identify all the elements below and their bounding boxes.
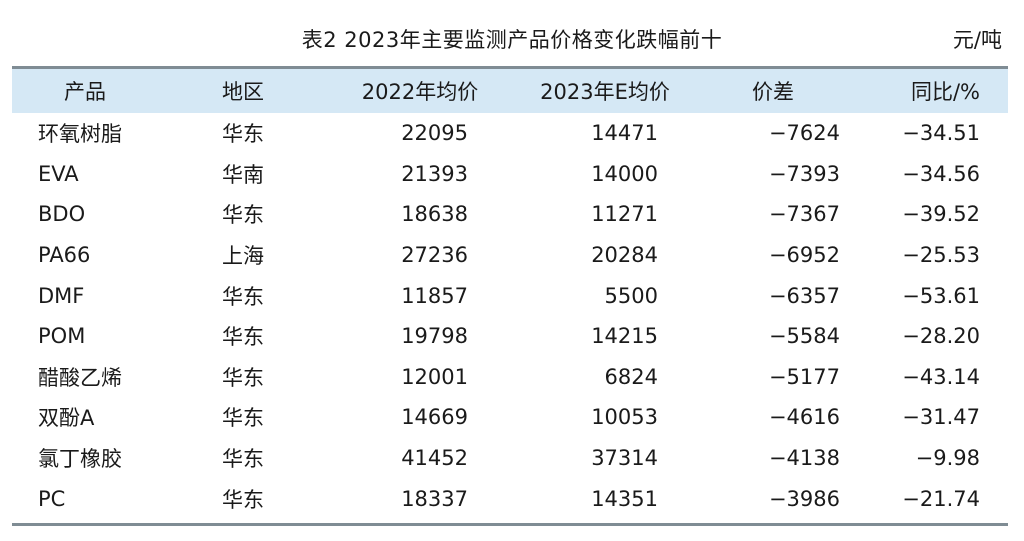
cell-product: 环氧树脂 bbox=[38, 122, 122, 147]
cell-product: 氯丁橡胶 bbox=[38, 447, 122, 472]
cell-price-2022: 18638 bbox=[401, 202, 468, 227]
unit-label: 元/吨 bbox=[952, 28, 1002, 52]
table-row: PA66 上海 27236 20284 −6952 −25.53 bbox=[12, 235, 1008, 276]
cell-region: 华东 bbox=[222, 365, 264, 390]
table-body: 环氧树脂 华东 22095 14471 −7624 −34.51 EVA 华南 21393 140… bbox=[12, 113, 1008, 519]
cell-diff: −4138 bbox=[768, 446, 840, 471]
table-row: DMF 华东 11857 5500 −6357 −53.61 bbox=[12, 275, 1008, 316]
cell-diff: −3986 bbox=[768, 486, 840, 511]
cell-region: 华东 bbox=[222, 447, 264, 472]
table-row: 双酚A 华东 14669 10053 −4616 −31.47 bbox=[12, 397, 1008, 438]
table-row: PC 华东 18337 14351 −3986 −21.74 bbox=[12, 478, 1008, 519]
cell-price-2022: 12001 bbox=[401, 364, 468, 389]
cell-diff: −6952 bbox=[768, 243, 840, 268]
header-diff: 价差 bbox=[752, 80, 794, 104]
cell-region: 华南 bbox=[222, 162, 264, 187]
cell-price-2022: 11857 bbox=[401, 283, 468, 308]
cell-price-2023e: 37314 bbox=[591, 446, 658, 471]
cell-yoy: −31.47 bbox=[902, 405, 980, 430]
cell-product: EVA bbox=[38, 161, 79, 186]
cell-price-2022: 27236 bbox=[401, 243, 468, 268]
price-change-table: 产品 地区 2022年均价 2023年E均价 价差 同比/% 环氧树脂 华东 220… bbox=[12, 69, 1008, 519]
cell-price-2022: 14669 bbox=[401, 405, 468, 430]
table-row: EVA 华南 21393 14000 −7393 −34.56 bbox=[12, 154, 1008, 195]
table-row: BDO 华东 18638 11271 −7367 −39.52 bbox=[12, 194, 1008, 235]
cell-diff: −5177 bbox=[768, 364, 840, 389]
header-row: 产品 地区 2022年均价 2023年E均价 价差 同比/% bbox=[12, 69, 1008, 113]
header-price-2023e: 2023年E均价 bbox=[540, 80, 670, 104]
cell-price-2023e: 20284 bbox=[591, 243, 658, 268]
cell-product: PC bbox=[38, 486, 66, 511]
top-rule bbox=[12, 66, 1008, 69]
header-yoy: 同比/% bbox=[910, 80, 980, 104]
cell-diff: −7367 bbox=[768, 202, 840, 227]
cell-region: 华东 bbox=[222, 203, 264, 228]
cell-product: BDO bbox=[38, 202, 86, 227]
price-table-container: 产品 地区 2022年均价 2023年E均价 价差 同比/% 环氧树脂 华东 220… bbox=[12, 66, 1008, 526]
cell-product: PA66 bbox=[38, 243, 91, 268]
cell-diff: −7393 bbox=[768, 161, 840, 186]
cell-product: 双酚A bbox=[38, 406, 95, 431]
cell-region: 上海 bbox=[222, 244, 264, 269]
cell-price-2023e: 14215 bbox=[591, 324, 658, 349]
cell-region: 华东 bbox=[222, 406, 264, 431]
table-row: 环氧树脂 华东 22095 14471 −7624 −34.51 bbox=[12, 113, 1008, 154]
cell-yoy: −43.14 bbox=[902, 364, 980, 389]
cell-region: 华东 bbox=[222, 325, 264, 350]
table-title: 表2 2023年主要监测产品价格变化跌幅前十 bbox=[301, 28, 723, 52]
header-product: 产品 bbox=[64, 80, 106, 104]
cell-price-2023e: 10053 bbox=[591, 405, 658, 430]
cell-yoy: −34.56 bbox=[902, 161, 980, 186]
cell-region: 华东 bbox=[222, 284, 264, 309]
cell-region: 华东 bbox=[222, 487, 264, 512]
table-row: 醋酸乙烯 华东 12001 6824 −5177 −43.14 bbox=[12, 357, 1008, 398]
bottom-rule bbox=[12, 522, 1008, 526]
cell-yoy: −53.61 bbox=[902, 283, 980, 308]
cell-price-2023e: 14351 bbox=[591, 486, 658, 511]
cell-price-2022: 19798 bbox=[401, 324, 468, 349]
cell-product: 醋酸乙烯 bbox=[38, 365, 122, 390]
cell-yoy: −34.51 bbox=[902, 121, 980, 146]
cell-price-2022: 41452 bbox=[401, 446, 468, 471]
cell-diff: −5584 bbox=[768, 324, 840, 349]
cell-price-2023e: 14471 bbox=[591, 121, 658, 146]
cell-diff: −6357 bbox=[768, 283, 840, 308]
cell-price-2023e: 5500 bbox=[604, 283, 658, 308]
cell-price-2023e: 6824 bbox=[604, 364, 658, 389]
cell-yoy: −21.74 bbox=[902, 486, 980, 511]
cell-yoy: −9.98 bbox=[915, 446, 980, 471]
cell-yoy: −39.52 bbox=[902, 202, 980, 227]
cell-diff: −4616 bbox=[768, 405, 840, 430]
header-region: 地区 bbox=[222, 80, 264, 104]
cell-price-2022: 22095 bbox=[401, 121, 468, 146]
header-price-2022: 2022年均价 bbox=[361, 80, 479, 104]
cell-yoy: −28.20 bbox=[902, 324, 980, 349]
cell-price-2023e: 11271 bbox=[591, 202, 658, 227]
cell-price-2022: 18337 bbox=[401, 486, 468, 511]
table-row: POM 华东 19798 14215 −5584 −28.20 bbox=[12, 316, 1008, 357]
cell-region: 华东 bbox=[222, 122, 264, 147]
cell-product: POM bbox=[38, 324, 86, 349]
cell-yoy: −25.53 bbox=[902, 243, 980, 268]
cell-product: DMF bbox=[38, 283, 85, 308]
table-row: 氯丁橡胶 华东 41452 37314 −4138 −9.98 bbox=[12, 438, 1008, 479]
cell-price-2023e: 14000 bbox=[591, 161, 658, 186]
cell-diff: −7624 bbox=[768, 121, 840, 146]
cell-price-2022: 21393 bbox=[401, 161, 468, 186]
table-header: 产品 地区 2022年均价 2023年E均价 价差 同比/% bbox=[12, 69, 1008, 113]
